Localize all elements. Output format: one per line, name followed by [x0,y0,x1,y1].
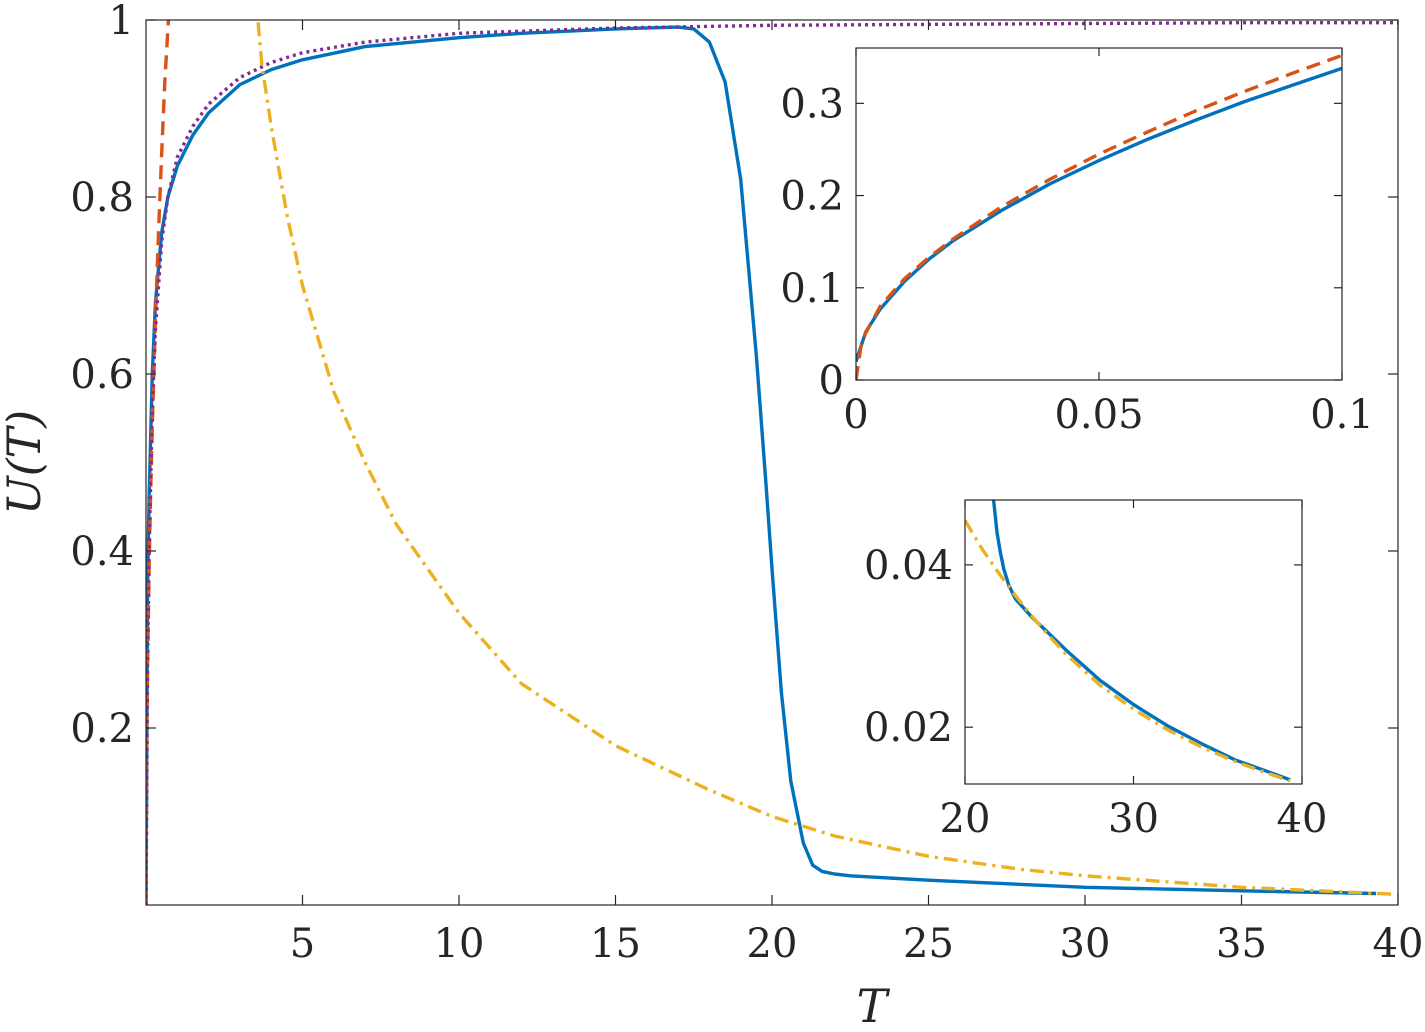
inset_large-y-tick-label: 0.04 [864,543,953,589]
main-series-group [146,20,1398,905]
main-y-tick-label: 0.6 [70,352,134,398]
inset-large-plot: 20 30 40 0.02 0.04 [864,499,1328,842]
main-y-tick-label: 0.8 [70,175,134,221]
main-x-tick-label: 20 [747,921,798,967]
inset-small-plot: 0 0.05 0.1 0 0.1 0.2 0.3 [780,47,1374,438]
main-x-tick-label: 25 [903,921,954,967]
main-x-tick-label: 30 [1060,921,1111,967]
inset_large-y-tick-label: 0.02 [864,705,953,751]
inset_small-x-tick-label: 0.05 [1054,392,1143,438]
main-x-tick-label: 15 [590,921,641,967]
inset_large-series-group [965,500,1291,783]
main-y-tick-label: 0.4 [70,529,134,575]
inset_large-x-tick-label: 30 [1108,796,1159,842]
inset_large-series-large_T-line [965,519,1291,783]
inset_large-series-numerical-line [991,500,1291,782]
inset_small-x-tick-label: 0 [843,392,868,438]
main-y-axis-title: U(T) [0,410,51,515]
main-x-tick-label: 35 [1216,921,1267,967]
main-x-tick-label: 5 [290,921,315,967]
inset_small-series-numerical-line [856,66,1342,363]
main-y-tick-label: 1 [109,0,134,44]
main-y-tick-label: 0.2 [70,706,134,752]
main-series-large_T-line [256,20,1398,897]
inset_small-series-small_T-line [856,53,1342,380]
inset_large-background [965,500,1302,784]
inset_small-y-tick-label: 0.1 [780,266,844,312]
inset_small-y-tick-label: 0.2 [780,174,844,220]
main-x-tick-label: 40 [1373,921,1424,967]
main-x-axis-title: T [857,979,891,1032]
inset_large-x-tick-label: 40 [1277,796,1328,842]
inset_small-y-tick-label: 0.3 [780,81,844,127]
inset_small-background [856,48,1342,380]
inset_small-y-tick-label: 0 [819,358,844,404]
inset_small-x-tick-label: 0.1 [1310,392,1374,438]
inset_small-series-group [856,53,1342,380]
main-series-small_T-line [146,20,171,905]
inset_large-x-tick-label: 20 [940,796,991,842]
main-x-tick-label: 10 [434,921,485,967]
